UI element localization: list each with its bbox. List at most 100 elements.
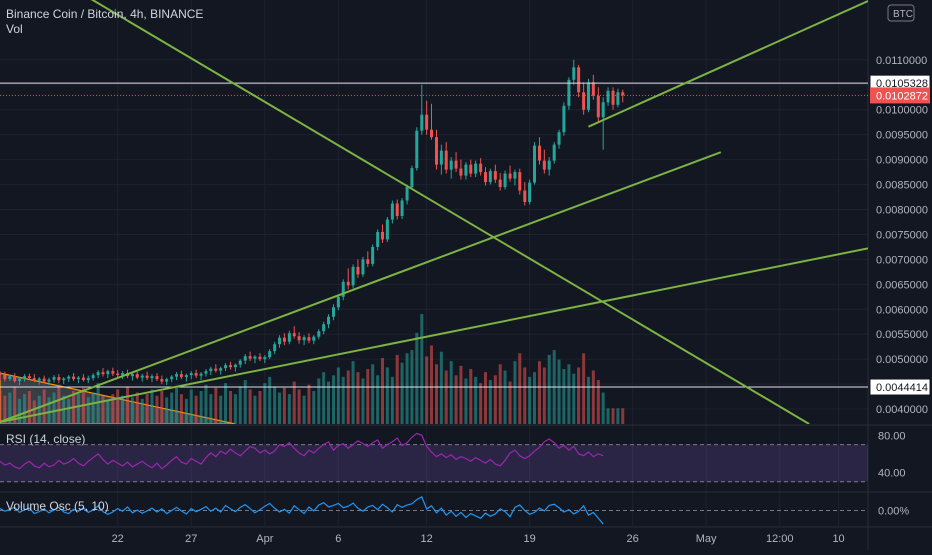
volume-bar [332, 375, 336, 424]
candle-body [238, 360, 242, 365]
volume-bar [528, 376, 532, 424]
volume-bar [8, 392, 12, 424]
candle-body [121, 373, 125, 376]
price-tick-label: 0.0070000 [876, 254, 928, 266]
candle-body [307, 337, 311, 341]
volume-bar [0, 389, 2, 424]
candle-body [67, 376, 71, 379]
candle-body [385, 219, 389, 240]
price-tick-label: 0.0050000 [876, 354, 928, 366]
volume-bar [57, 384, 61, 424]
candle-body [18, 378, 22, 382]
rsi-tick-label: 80.00 [878, 430, 906, 442]
volume-osc-legend[interactable]: Volume Osc (5, 10) [6, 499, 109, 513]
volume-bar [130, 397, 134, 424]
volume-bar [248, 389, 252, 424]
volume-bar [582, 353, 586, 424]
candle-layer [0, 59, 625, 386]
volume-bar [150, 389, 154, 424]
volume-bar [503, 370, 507, 424]
volume-bar [121, 395, 125, 424]
candle-body [562, 105, 566, 133]
volume-bar [346, 370, 350, 424]
trendline-layer [0, 0, 868, 424]
volume-bar [542, 367, 546, 424]
volume-bar [302, 395, 306, 424]
candle-body [253, 356, 257, 359]
candle-body [488, 171, 492, 183]
price-tick-label: 0.0085000 [876, 180, 928, 192]
candle-body [616, 92, 620, 105]
candle-body [474, 163, 478, 174]
candle-body [13, 376, 17, 382]
currency-badge: BTC [887, 4, 915, 22]
volume-bar [86, 397, 90, 424]
candle-body [479, 163, 483, 173]
volume-bar [229, 391, 233, 424]
price-tick-label: 0.0100000 [876, 105, 928, 117]
volume-bar [253, 395, 257, 424]
volume-bar [126, 386, 130, 424]
candle-body [547, 160, 551, 170]
level-label-text: 0.0105328 [876, 78, 928, 90]
candle-body [258, 356, 262, 360]
candle-body [282, 337, 286, 342]
volume-bar [18, 398, 22, 424]
price-tick-label: 0.0065000 [876, 279, 928, 291]
volume-bar [562, 369, 566, 424]
candle-body [371, 246, 375, 264]
candle-body [209, 368, 213, 372]
candle-body [268, 351, 272, 358]
rsi-legend[interactable]: RSI (14, close) [6, 432, 86, 446]
candle-body [449, 160, 453, 170]
candle-body [150, 376, 154, 379]
volume-bar [199, 391, 203, 424]
volume-bar [27, 391, 31, 424]
price-tick-label: 0.0095000 [876, 130, 928, 142]
candle-body [140, 375, 144, 378]
candle-body [194, 373, 198, 376]
volume-bar [376, 375, 380, 424]
volume-bar [76, 394, 80, 424]
volume-bar [483, 372, 487, 424]
symbol-legend[interactable]: Binance Coin / Bitcoin, 4h, BINANCE [6, 7, 204, 21]
candle-body [439, 150, 443, 165]
candle-body [8, 376, 12, 380]
volume-bar [42, 389, 46, 424]
rsi-layer [0, 432, 868, 483]
volume-bar [165, 397, 169, 424]
volume-bar [135, 392, 139, 424]
candle-body [322, 324, 326, 332]
candle-body [395, 203, 399, 216]
volume-bar [322, 372, 326, 424]
candle-body [464, 164, 468, 176]
time-tick-label: 12 [421, 533, 433, 545]
candle-body [81, 377, 85, 381]
volume-bar [601, 392, 605, 424]
volume-bar [116, 389, 120, 424]
time-tick-label: 10 [832, 533, 844, 545]
volume-bar [621, 408, 625, 424]
candle-body [116, 373, 120, 376]
candle-body [577, 67, 581, 93]
candle-body [179, 374, 183, 378]
candle-body [248, 356, 252, 359]
candle-body [557, 132, 561, 145]
candle-body [96, 372, 100, 376]
candle-body [356, 266, 360, 275]
price-tick-label: 0.0075000 [876, 229, 928, 241]
candle-body [415, 130, 419, 169]
volume-bar [449, 361, 453, 424]
volume-bar [194, 395, 198, 424]
candle-body [332, 307, 336, 317]
time-tick-label: May [696, 533, 717, 545]
candle-body [454, 160, 458, 169]
candle-body [145, 375, 149, 379]
candle-body [76, 377, 80, 380]
candle-body [611, 90, 615, 105]
volume-legend[interactable]: Vol [6, 22, 23, 36]
candle-body [528, 182, 532, 203]
volume-layer [0, 314, 625, 424]
